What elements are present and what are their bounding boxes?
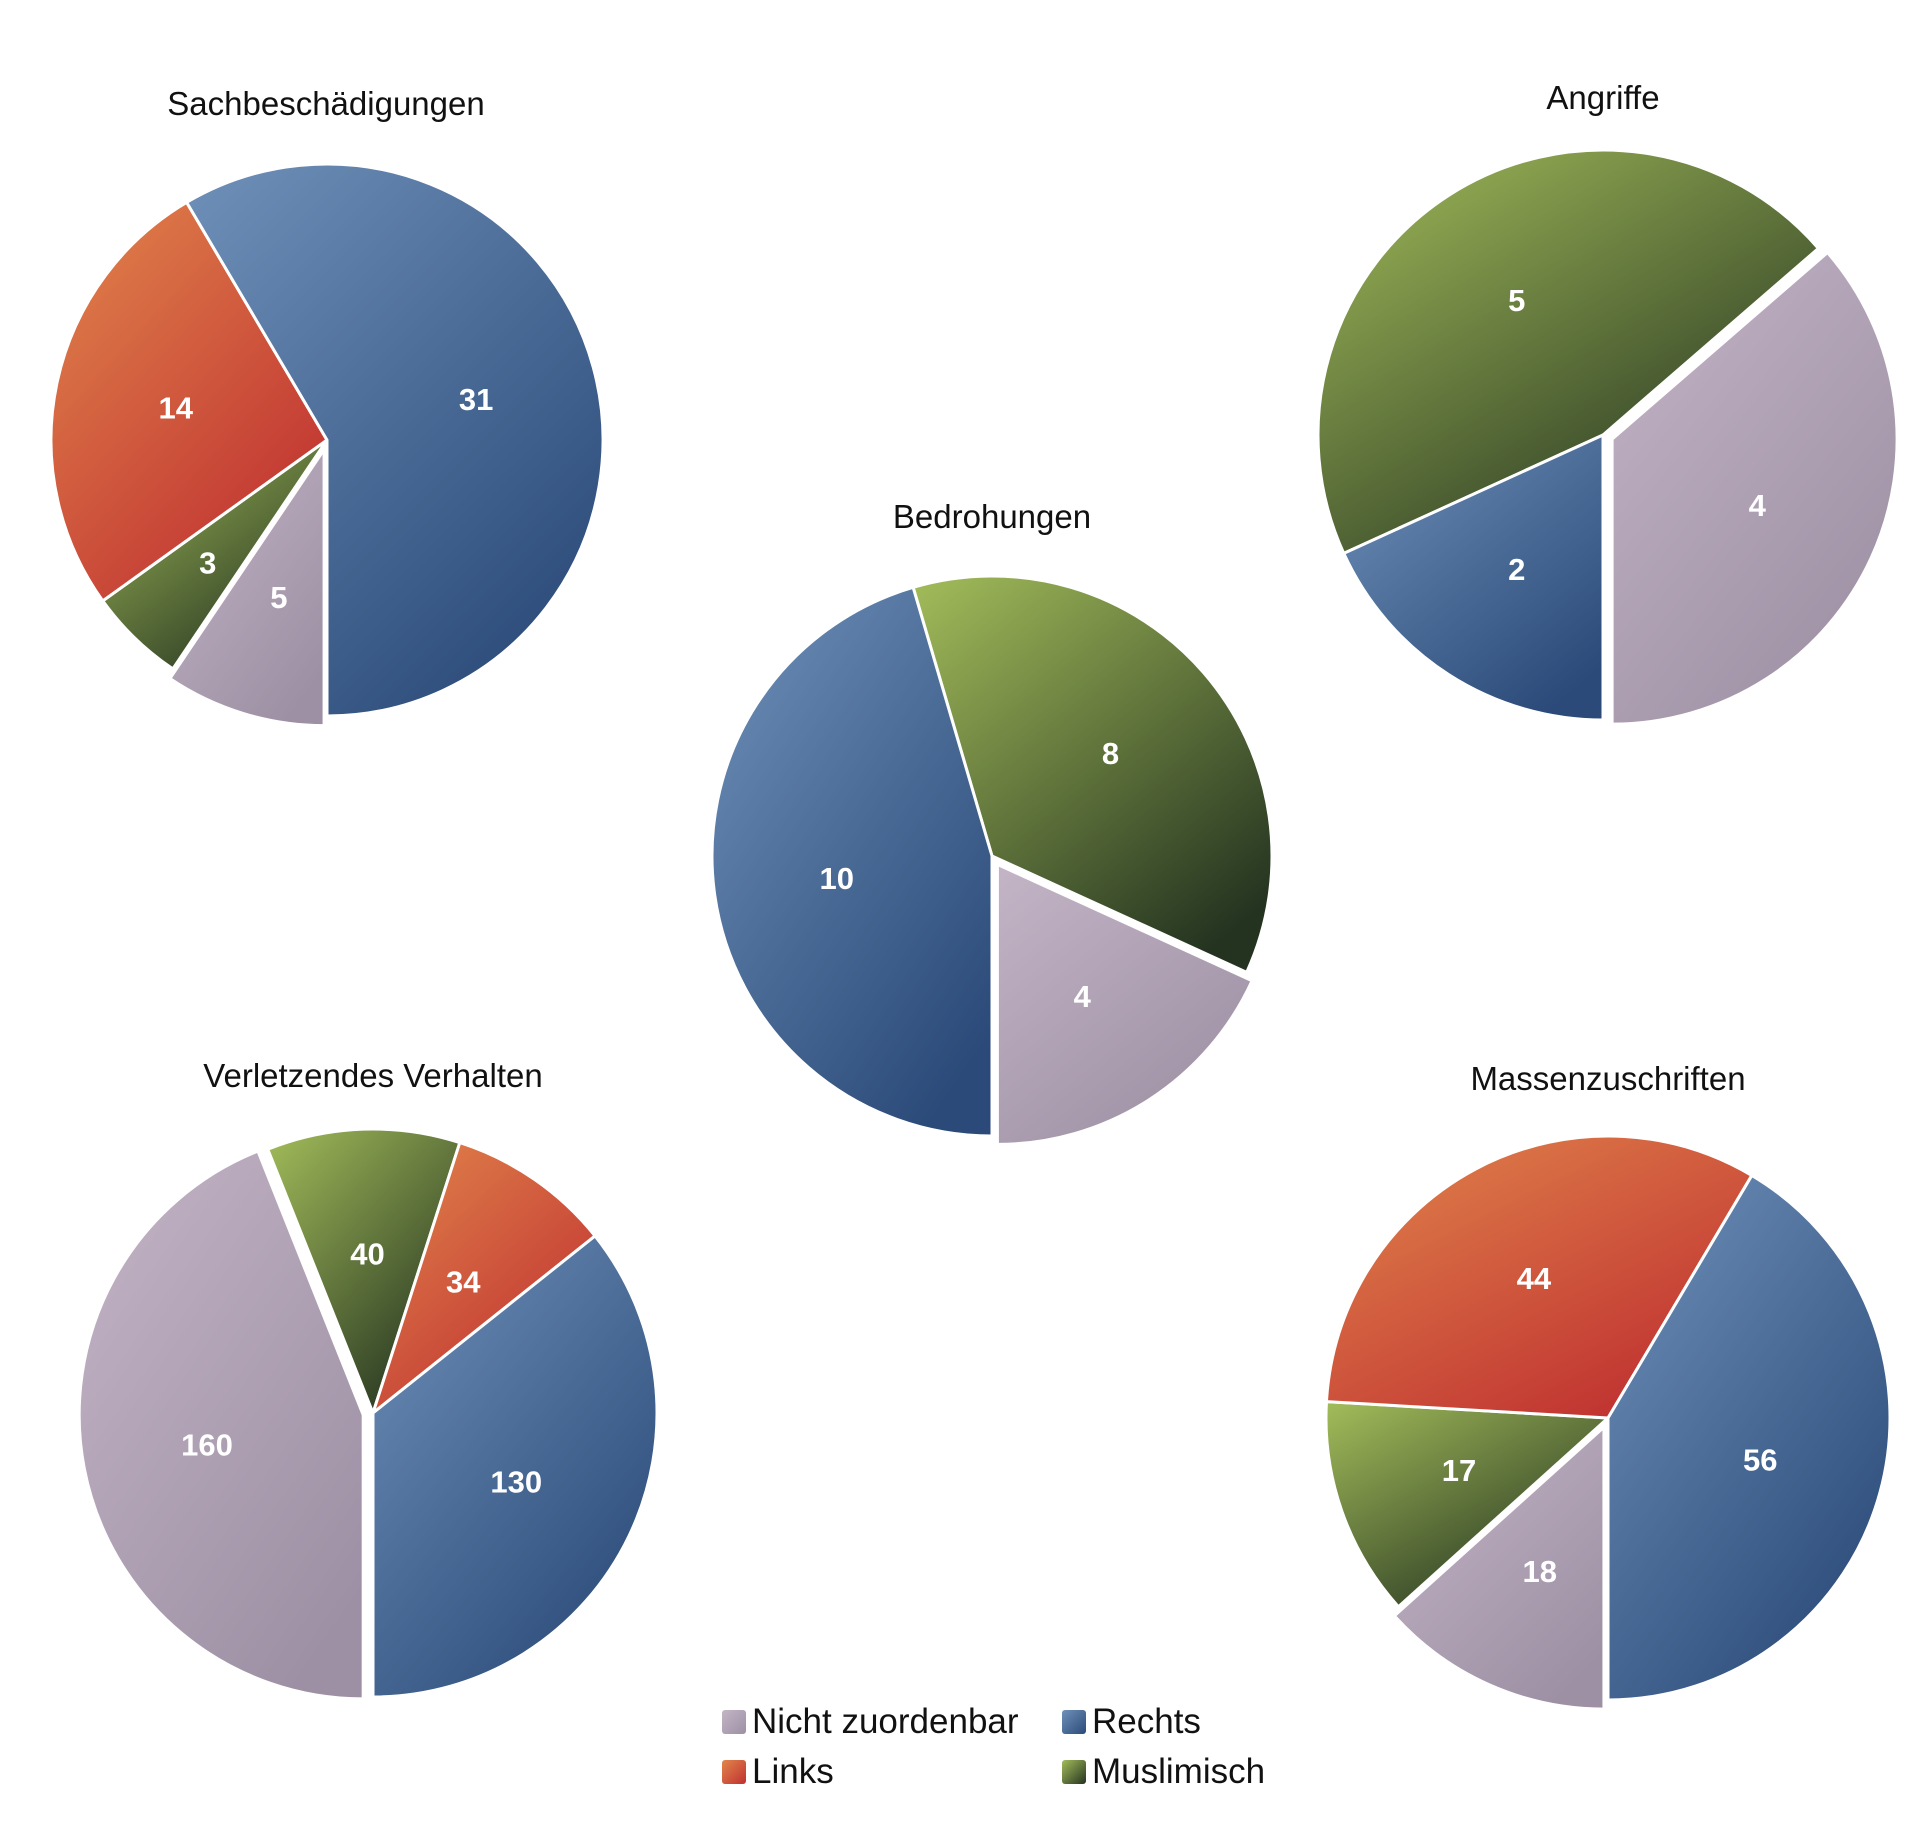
slice-value-label: 44 bbox=[1517, 1261, 1552, 1296]
pie-slice-muslimisch bbox=[911, 574, 1274, 974]
slice-value-label: 31 bbox=[459, 382, 493, 417]
pie-slice-muslimisch bbox=[266, 1127, 462, 1415]
pie-slice-nicht-zuordenbar bbox=[168, 448, 326, 728]
pie-slice-rechts bbox=[1606, 1173, 1892, 1702]
chart-title: Massenzuschriften bbox=[1470, 1060, 1745, 1097]
pie-chart-angriffe: Angriffe 4 5 2 bbox=[1316, 79, 1899, 726]
pie-slice-rechts bbox=[1342, 433, 1605, 722]
pie-slice-rechts bbox=[371, 1234, 659, 1699]
slice-value-label: 40 bbox=[350, 1237, 384, 1272]
pie-slice-muslimisch bbox=[1316, 148, 1820, 555]
chart-title: Sachbeschädigungen bbox=[167, 85, 484, 122]
legend-label: Muslimisch bbox=[1092, 1752, 1266, 1791]
pie-slice-rechts bbox=[185, 162, 605, 718]
chart-title: Angriffe bbox=[1546, 79, 1659, 116]
legend: Nicht zuordenbar Rechts Links Muslimisch bbox=[722, 1702, 1322, 1812]
chart-title: Verletzendes Verhalten bbox=[203, 1057, 542, 1094]
legend-item-rechts: Rechts bbox=[1062, 1702, 1201, 1742]
pie-chart-bedrohungen: Bedrohungen 4 8 10 bbox=[710, 498, 1274, 1146]
legend-item-nicht-zuordenbar: Nicht zuordenbar bbox=[722, 1702, 1019, 1742]
legend-swatch-muslimisch bbox=[1062, 1760, 1086, 1784]
slice-value-label: 160 bbox=[181, 1427, 233, 1462]
slice-value-label: 5 bbox=[270, 580, 287, 615]
pie-slice-rechts bbox=[710, 585, 994, 1138]
pie-chart-sachbesch-digungen: Sachbeschädigungen 5 3 14 31 bbox=[49, 85, 605, 728]
pie-slice-nicht-zuordenbar bbox=[1610, 251, 1899, 726]
pie-slice-links bbox=[49, 200, 329, 603]
slice-value-label: 56 bbox=[1743, 1442, 1777, 1477]
pie-slice-nicht-zuordenbar bbox=[1392, 1425, 1606, 1711]
pie-slice-nicht-zuordenbar bbox=[77, 1149, 365, 1701]
slice-value-label: 2 bbox=[1508, 552, 1525, 587]
legend-label: Rechts bbox=[1092, 1702, 1201, 1741]
slice-value-label: 130 bbox=[490, 1465, 542, 1500]
slice-value-label: 14 bbox=[159, 391, 194, 426]
slice-value-label: 5 bbox=[1508, 283, 1525, 318]
slice-value-label: 17 bbox=[1442, 1453, 1476, 1488]
legend-label: Nicht zuordenbar bbox=[752, 1702, 1019, 1741]
pie-slice-muslimisch bbox=[1324, 1400, 1610, 1609]
pie-slice-links bbox=[1324, 1134, 1754, 1420]
pie-chart-massenzuschriften: Massenzuschriften 18 17 44 56 bbox=[1324, 1060, 1892, 1711]
slice-value-label: 4 bbox=[1749, 488, 1767, 523]
pie-chart-verletzendes-verhalten: Verletzendes Verhalten 160 40 34 130 bbox=[77, 1057, 659, 1701]
pie-slice-links bbox=[371, 1141, 597, 1415]
legend-label: Links bbox=[752, 1752, 834, 1791]
legend-swatch-nicht-zuordenbar bbox=[722, 1710, 746, 1734]
slice-value-label: 3 bbox=[199, 545, 216, 580]
legend-swatch-links bbox=[722, 1760, 746, 1784]
slice-value-label: 10 bbox=[820, 861, 854, 896]
legend-swatch-rechts bbox=[1062, 1710, 1086, 1734]
legend-item-links: Links bbox=[722, 1752, 834, 1792]
slice-value-label: 34 bbox=[446, 1265, 481, 1300]
slice-value-label: 18 bbox=[1522, 1554, 1556, 1589]
slice-value-label: 4 bbox=[1074, 979, 1092, 1014]
legend-item-muslimisch: Muslimisch bbox=[1062, 1752, 1265, 1792]
chart-title: Bedrohungen bbox=[893, 498, 1091, 535]
slice-value-label: 8 bbox=[1102, 736, 1119, 771]
pie-slice-nicht-zuordenbar bbox=[995, 862, 1254, 1146]
